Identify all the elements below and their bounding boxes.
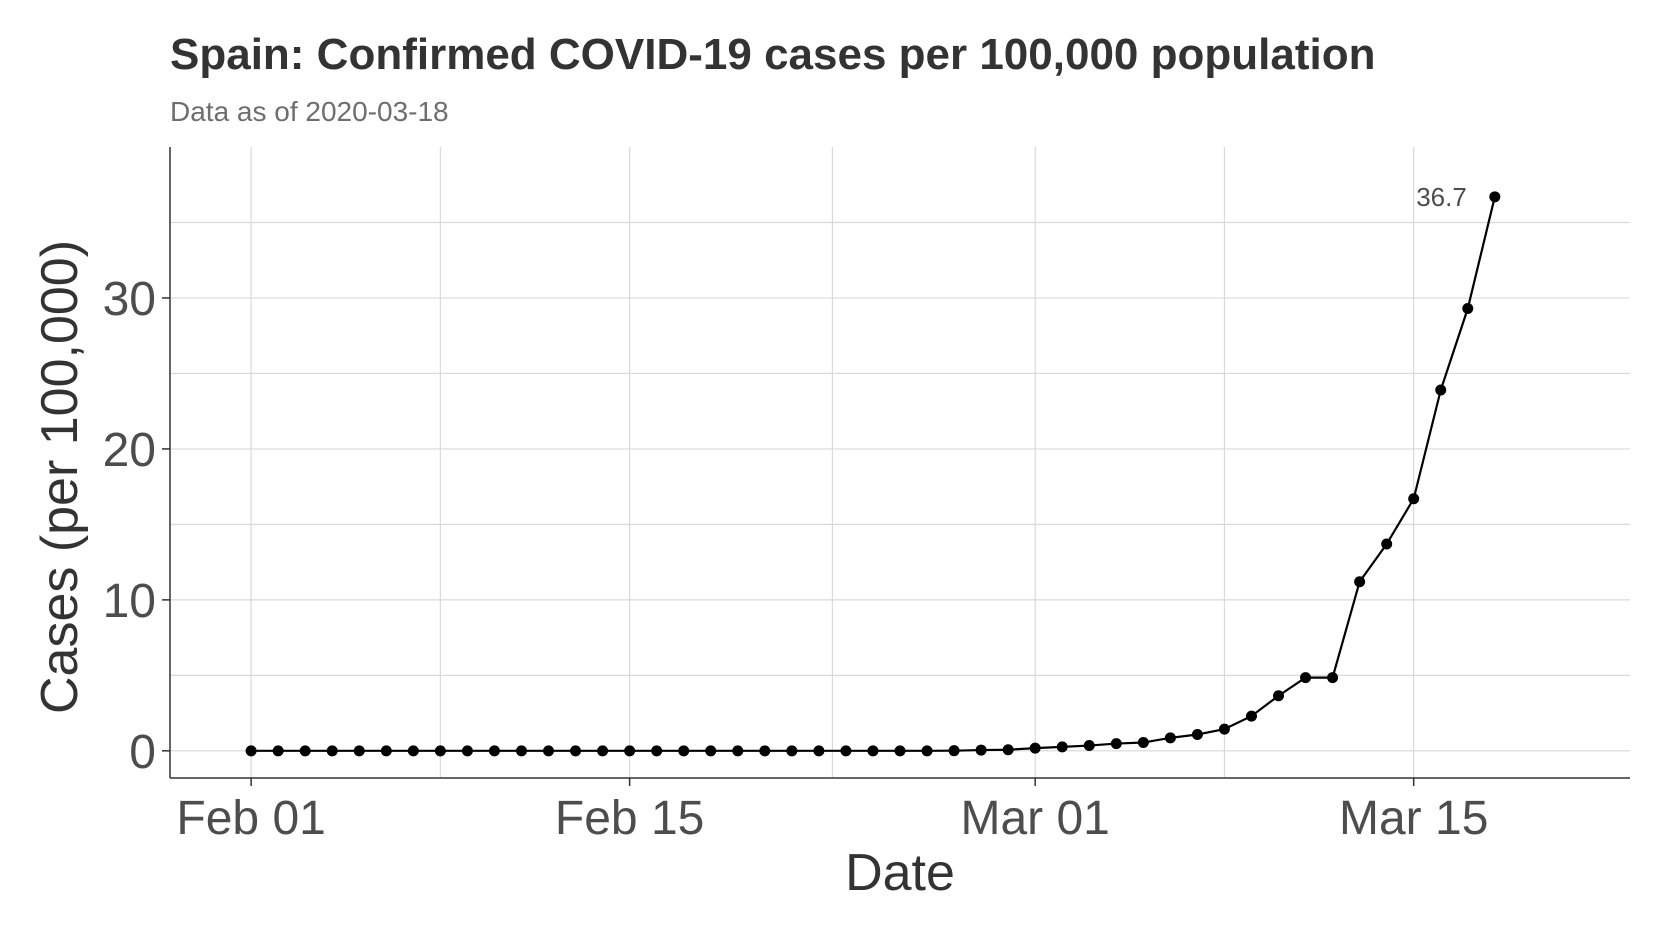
data-point <box>651 745 663 757</box>
y-tick-label: 10 <box>103 575 156 628</box>
data-point <box>434 745 446 757</box>
data-point <box>921 745 933 757</box>
data-point <box>461 745 473 757</box>
x-axis-ticks: Feb 01 Feb 15 Mar 01 Mar 15 <box>176 778 1488 845</box>
data-point <box>407 745 419 757</box>
data-point <box>1462 303 1474 315</box>
data-point <box>894 745 906 757</box>
y-axis-ticks: 0 10 20 30 <box>103 273 170 779</box>
data-point <box>1110 738 1122 750</box>
data-point <box>1408 493 1420 505</box>
data-point <box>1354 576 1366 588</box>
x-tick-label: Feb 15 <box>555 792 704 845</box>
data-point <box>353 745 365 757</box>
data-label: 36.7 <box>1416 182 1467 212</box>
data-point <box>1327 672 1339 684</box>
y-tick-label: 20 <box>103 424 156 477</box>
data-point <box>1029 742 1041 754</box>
x-tick-label: Feb 01 <box>176 792 325 845</box>
grid-lines <box>170 147 1630 778</box>
data-point <box>1273 690 1285 702</box>
data-point <box>705 745 717 757</box>
x-tick-label: Mar 01 <box>960 792 1109 845</box>
data-point <box>948 745 960 757</box>
data-point <box>1245 710 1257 722</box>
series-line <box>251 196 1496 752</box>
axes <box>169 147 1630 779</box>
data-point <box>1435 384 1447 396</box>
series-layer <box>245 191 1501 757</box>
data-point <box>678 745 690 757</box>
data-point <box>759 745 771 757</box>
data-point <box>1381 538 1393 550</box>
y-tick-label: 30 <box>103 273 156 326</box>
chart-title: Spain: Confirmed COVID-19 cases per 100,… <box>170 30 1376 79</box>
x-axis-title: Date <box>845 844 955 902</box>
data-point <box>1083 740 1095 752</box>
data-point <box>1164 732 1176 744</box>
data-point <box>624 745 636 757</box>
y-tick-label: 0 <box>129 726 156 779</box>
data-point <box>840 745 852 757</box>
data-point <box>326 745 338 757</box>
data-point <box>1300 672 1312 684</box>
data-point <box>1137 737 1149 749</box>
data-point <box>732 745 744 757</box>
data-point <box>1056 741 1068 753</box>
data-point <box>867 745 879 757</box>
x-tick-label: Mar 15 <box>1339 792 1488 845</box>
data-point <box>543 745 555 757</box>
data-point <box>488 745 500 757</box>
data-point <box>975 744 987 756</box>
data-point <box>272 745 284 757</box>
data-point <box>1489 191 1501 203</box>
data-point <box>380 745 392 757</box>
data-point <box>597 745 609 757</box>
data-point <box>813 745 825 757</box>
y-axis-title: Cases (per 100,000) <box>31 240 89 714</box>
data-point <box>515 745 527 757</box>
data-labels: 36.7 <box>1416 182 1467 212</box>
chart-subtitle: Data as of 2020-03-18 <box>170 96 449 127</box>
data-point <box>1002 744 1014 756</box>
data-point <box>786 745 798 757</box>
data-point <box>570 745 582 757</box>
data-point <box>1191 729 1203 741</box>
data-point <box>245 745 257 757</box>
data-point <box>1218 723 1230 735</box>
data-point <box>299 745 311 757</box>
